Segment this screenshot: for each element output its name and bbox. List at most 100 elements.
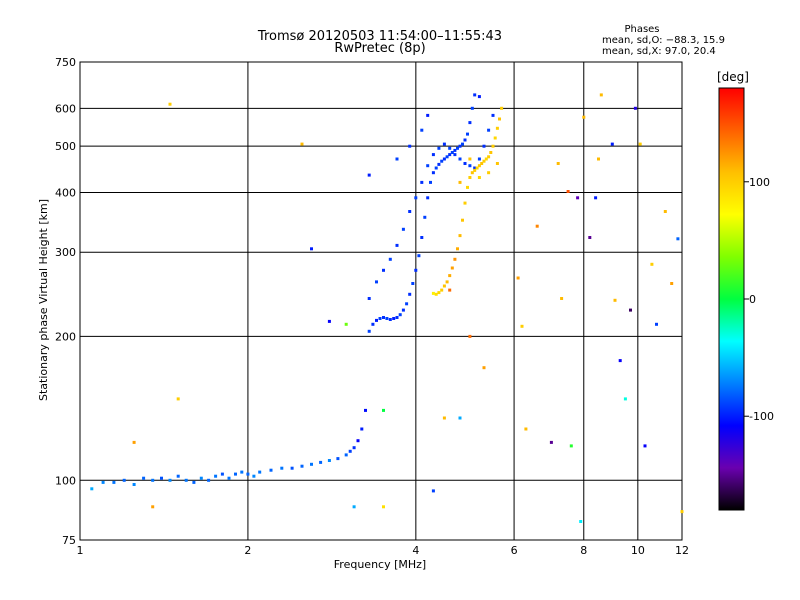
data-point bbox=[468, 176, 472, 179]
data-point bbox=[461, 142, 464, 146]
data-point bbox=[426, 164, 430, 168]
data-point bbox=[468, 121, 472, 125]
data-point bbox=[468, 164, 472, 168]
colorbar: [deg] 100 0 -100 bbox=[717, 70, 774, 511]
data-point bbox=[489, 151, 493, 154]
data-point bbox=[448, 153, 452, 157]
data-point bbox=[385, 317, 389, 320]
data-point bbox=[176, 397, 180, 401]
data-point bbox=[477, 95, 481, 99]
data-point bbox=[142, 476, 146, 480]
x-tick-label: 12 bbox=[675, 544, 689, 557]
x-tick-label: 6 bbox=[511, 544, 518, 557]
data-point bbox=[623, 397, 627, 401]
data-point bbox=[618, 359, 622, 363]
data-point bbox=[344, 453, 348, 457]
data-point bbox=[395, 316, 399, 319]
data-point bbox=[475, 166, 479, 170]
x-tick-label: 2 bbox=[244, 544, 251, 557]
x-tick-label: 10 bbox=[631, 544, 645, 557]
data-point bbox=[367, 173, 371, 177]
data-point bbox=[434, 166, 438, 170]
data-point bbox=[434, 292, 438, 296]
data-point bbox=[440, 159, 444, 163]
data-point bbox=[487, 171, 491, 175]
colorbar-ticks: 100 0 -100 bbox=[744, 176, 774, 423]
data-point bbox=[112, 480, 116, 484]
data-point bbox=[484, 157, 488, 161]
data-point bbox=[258, 470, 262, 474]
data-point bbox=[448, 146, 452, 150]
data-point bbox=[431, 489, 435, 493]
x-tick-label: 1 bbox=[77, 544, 84, 557]
data-point bbox=[429, 180, 432, 184]
data-point bbox=[463, 162, 467, 165]
data-point bbox=[310, 247, 313, 251]
data-point bbox=[426, 113, 430, 117]
data-point bbox=[168, 102, 172, 106]
data-point bbox=[442, 284, 446, 288]
data-point bbox=[556, 162, 560, 165]
x-tick-label: 4 bbox=[412, 544, 419, 557]
data-point bbox=[252, 474, 256, 478]
data-point bbox=[431, 171, 435, 175]
data-point bbox=[364, 408, 367, 412]
grid-lines bbox=[80, 62, 682, 540]
y-tick-label: 400 bbox=[55, 186, 76, 199]
data-point bbox=[470, 171, 474, 175]
data-point bbox=[495, 126, 499, 130]
data-point bbox=[576, 196, 580, 200]
data-point bbox=[566, 190, 570, 193]
data-point bbox=[440, 288, 444, 292]
data-point bbox=[629, 308, 632, 312]
data-point bbox=[442, 157, 446, 161]
data-point bbox=[500, 106, 504, 110]
data-point bbox=[300, 464, 304, 468]
data-point bbox=[408, 210, 412, 213]
data-point bbox=[151, 478, 155, 482]
data-point bbox=[192, 480, 196, 484]
data-point bbox=[569, 444, 573, 448]
data-point bbox=[680, 510, 684, 514]
data-point bbox=[663, 210, 667, 213]
chart-title: Tromsø 20120503 11:54:00–11:55:43 bbox=[257, 29, 502, 44]
data-point bbox=[456, 146, 459, 150]
data-point bbox=[453, 257, 457, 261]
data-point bbox=[458, 416, 462, 420]
data-point bbox=[495, 162, 499, 165]
y-tick-label: 75 bbox=[62, 534, 76, 547]
data-point bbox=[599, 93, 603, 97]
y-tick-label: 300 bbox=[55, 246, 76, 259]
data-point bbox=[367, 297, 371, 300]
data-point bbox=[90, 487, 94, 491]
data-point bbox=[643, 444, 647, 448]
data-point bbox=[227, 476, 231, 480]
data-point bbox=[408, 144, 412, 148]
data-point bbox=[290, 466, 294, 470]
data-point bbox=[448, 288, 452, 292]
data-point bbox=[344, 322, 348, 326]
y-axis-label: Stationary phase Virtual Height [km] bbox=[37, 199, 50, 401]
data-point bbox=[597, 157, 600, 161]
data-point bbox=[360, 427, 364, 431]
data-point bbox=[411, 282, 415, 285]
colorbar-tick-label: 0 bbox=[749, 293, 756, 306]
data-point bbox=[477, 164, 481, 168]
data-point bbox=[327, 459, 331, 462]
data-point bbox=[371, 322, 375, 326]
data-point bbox=[450, 266, 454, 270]
data-point bbox=[375, 318, 378, 322]
data-point bbox=[437, 146, 441, 150]
data-point bbox=[633, 106, 637, 110]
data-points bbox=[90, 93, 684, 523]
data-point bbox=[269, 468, 273, 472]
data-point bbox=[466, 132, 469, 136]
data-point bbox=[487, 128, 491, 132]
data-point bbox=[650, 262, 654, 266]
data-point bbox=[327, 319, 331, 323]
data-point bbox=[401, 308, 405, 312]
data-point bbox=[477, 176, 481, 179]
data-point bbox=[220, 472, 224, 476]
y-tick-label: 600 bbox=[55, 102, 76, 115]
